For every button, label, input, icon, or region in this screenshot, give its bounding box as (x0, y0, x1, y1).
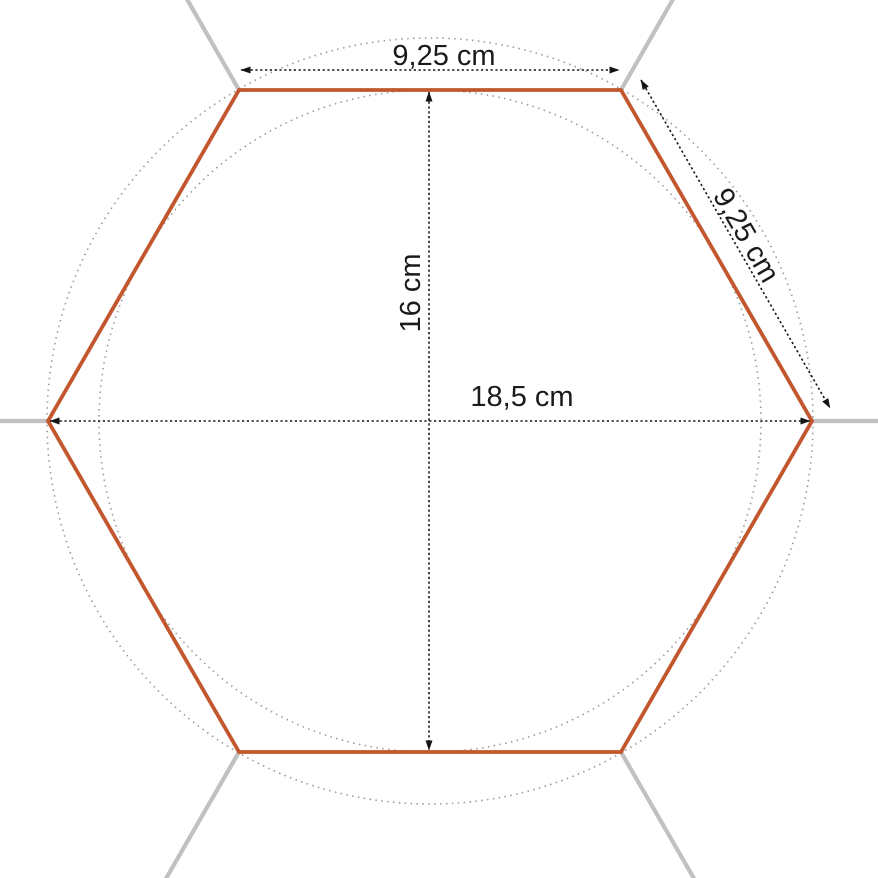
construction-ray-top-left (185, 0, 241, 92)
construction-ray-bottom-right (619, 750, 697, 878)
dimension-label-slant-edge: 9,25 cm (706, 183, 785, 288)
dimension-line-slant-edge (640, 79, 831, 409)
dimension-label-top-edge: 9,25 cm (392, 40, 495, 72)
dimension-label-width: 18,5 cm (470, 381, 573, 413)
dimension-label-height: 16 cm (395, 254, 427, 333)
construction-ray-bottom-left (163, 750, 241, 878)
hexagon-outline (45, 88, 815, 754)
construction-ray-top-right (619, 0, 675, 92)
